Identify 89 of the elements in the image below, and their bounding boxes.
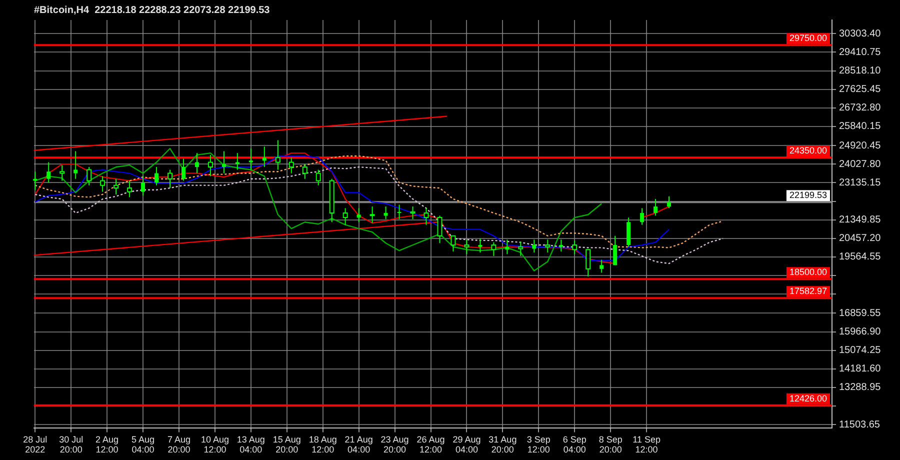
- x-tick-label: 31 Aug 20:00: [488, 434, 517, 455]
- candlestick: [586, 249, 591, 277]
- candlestick: [86, 166, 92, 186]
- y-tick-label: 11503.65: [839, 419, 880, 430]
- ref-line-label: 12426.00: [789, 393, 828, 404]
- candlestick: [572, 240, 578, 255]
- x-tick-label: 13 Aug 04:00: [236, 434, 265, 455]
- y-tick-label: 26732.80: [839, 102, 882, 114]
- candlestick: [437, 215, 442, 244]
- candlestick: [384, 206, 388, 220]
- candlestick: [235, 152, 240, 170]
- ref-line-label: 17582.97: [789, 286, 828, 296]
- candlestick: [626, 217, 631, 248]
- y-tick-label: 14181.60: [839, 364, 882, 375]
- candlestick: [518, 240, 524, 257]
- x-tick-label: 11 Sep 12:00: [632, 434, 660, 455]
- candlestick: [60, 164, 65, 182]
- y-tick-label: 20457.20: [839, 233, 882, 244]
- candlestick: [275, 140, 280, 170]
- y-tick-label: 25840.15: [839, 121, 882, 132]
- line-series: [34, 166, 724, 264]
- candlestick: [450, 235, 456, 252]
- x-tick-label: 21 Aug 04:00: [344, 434, 373, 455]
- y-tick-label: 23135.15: [839, 177, 882, 188]
- candlestick: [532, 239, 536, 253]
- candlestick: [640, 208, 644, 226]
- x-tick-label: 23 Aug 20:00: [380, 434, 409, 455]
- y-tick-label: 28518.10: [839, 66, 882, 77]
- x-tick-label: 26 Aug 12:00: [416, 434, 445, 455]
- candlestick: [141, 176, 146, 196]
- candlestick: [370, 206, 375, 224]
- x-tick-label: 29 Aug 04:00: [452, 434, 481, 455]
- y-tick-label: 24920.45: [839, 140, 882, 152]
- candlestick: [262, 146, 266, 168]
- candlestick: [356, 208, 361, 223]
- y-tick-label: 13288.95: [839, 382, 882, 394]
- candlestick: [478, 238, 482, 253]
- candlestick: [100, 176, 106, 192]
- x-tick-label: 18 Aug 12:00: [308, 434, 337, 455]
- x-tick-label: 28 Jul 2022: [23, 434, 48, 455]
- candlestick: [654, 198, 658, 216]
- y-tick-label: 19564.55: [839, 252, 882, 263]
- candlestick: [222, 150, 226, 174]
- candlestick: [559, 239, 564, 252]
- y-tick-label: 21349.85: [839, 214, 882, 226]
- candlestick: [424, 208, 429, 226]
- candlestick: [181, 158, 186, 182]
- x-tick-label: 30 Jul 20:00: [59, 434, 84, 455]
- ref-line-label: 18500.00: [789, 267, 828, 278]
- y-tick-label: 15074.25: [839, 345, 882, 356]
- candlestick: [613, 235, 618, 266]
- ref-line-label: 29750.00: [789, 33, 828, 44]
- candlestick: [46, 162, 51, 184]
- ref-line-label: 22199.53: [789, 190, 828, 200]
- candlestick: [74, 150, 78, 180]
- x-tick-label: 5 Aug 04:00: [132, 434, 155, 455]
- candlestick: [316, 169, 321, 186]
- candlestick: [667, 196, 672, 209]
- candlestick: [208, 154, 213, 177]
- candlestick: [302, 164, 308, 180]
- candlestick: [194, 152, 199, 174]
- candlestick: [491, 242, 496, 257]
- candlestick: [288, 157, 294, 174]
- y-tick-label: 27625.45: [839, 84, 882, 96]
- y-tick-label: 24027.80: [839, 158, 882, 170]
- candlestick: [167, 169, 172, 189]
- candlestick: [397, 204, 402, 220]
- candlestick: [410, 206, 416, 220]
- x-tick-label: 10 Aug 12:00: [200, 434, 229, 455]
- candlestick: [600, 259, 604, 274]
- candlestick: [464, 239, 470, 255]
- ref-line-label: 24350.00: [789, 145, 828, 156]
- y-tick-label: 16859.55: [839, 308, 882, 319]
- candlestick: [114, 178, 119, 195]
- y-tick-label: 15966.90: [839, 326, 882, 338]
- candlestick: [154, 166, 159, 186]
- x-tick-label: 2 Aug 12:00: [96, 434, 119, 455]
- x-tick-label: 3 Sep 12:00: [526, 434, 550, 455]
- candlestick: [545, 239, 550, 253]
- x-tick-label: 15 Aug 20:00: [272, 434, 301, 455]
- x-tick-label: 8 Sep 20:00: [598, 434, 622, 455]
- candlestick: [342, 208, 348, 226]
- candlestick: [127, 180, 132, 198]
- y-tick-label: 30303.40: [839, 28, 882, 40]
- x-tick-label: 7 Aug 20:00: [167, 434, 191, 455]
- x-tick-label: 6 Sep 04:00: [562, 434, 586, 455]
- chart-title: #Bitcoin,H4 22218.18 22288.23 22073.28 22199.53: [34, 4, 270, 16]
- candlestick: [505, 239, 510, 255]
- y-tick-label: 29410.75: [839, 46, 882, 58]
